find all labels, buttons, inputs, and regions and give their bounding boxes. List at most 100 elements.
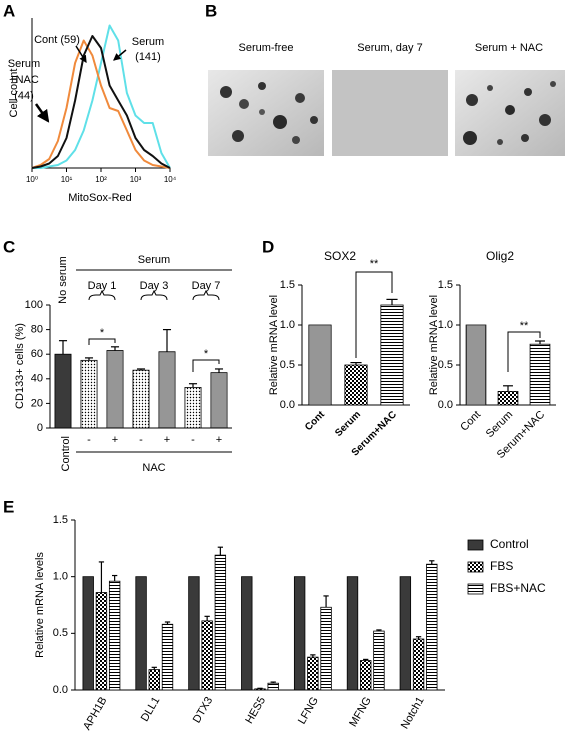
x-tick-label: HES5	[243, 695, 268, 726]
y-tick-label: 0.0	[280, 399, 295, 411]
bar	[426, 563, 438, 691]
bar	[360, 660, 372, 691]
panel-letter: A	[3, 1, 15, 20]
y-tick-label: 60	[31, 348, 43, 360]
y-tick-label: 1.5	[280, 279, 295, 291]
annotation: Day 1	[88, 280, 117, 292]
y-tick-label: 0.5	[53, 627, 68, 639]
annotation: Serum	[132, 36, 164, 48]
bar	[54, 353, 72, 429]
y-tick-label: 0.5	[438, 359, 453, 371]
y-tick-label: 1.5	[438, 279, 453, 291]
legend-label: FBS	[490, 559, 513, 573]
annotation: (141)	[135, 51, 161, 63]
x-tick-label: -	[87, 434, 91, 446]
x-tick-label: +	[164, 434, 170, 446]
y-tick-label: 0.0	[438, 399, 453, 411]
bar	[267, 682, 279, 691]
significance-bracket	[507, 331, 541, 372]
histogram-line	[31, 39, 171, 169]
x-tick-label: Cont	[458, 409, 483, 434]
bar	[201, 620, 213, 691]
annotation: Serum	[8, 58, 40, 70]
annotation: Serum	[138, 254, 170, 266]
x-tick-label: Control	[60, 436, 72, 471]
arrow	[34, 103, 50, 123]
bar	[373, 630, 385, 691]
x-tick-label: -	[139, 434, 143, 446]
legend-swatch	[467, 561, 484, 573]
y-axis-label: Relative mRNA level	[428, 295, 440, 395]
chart-title: SOX2	[324, 249, 356, 263]
chart-title: Olig2	[486, 249, 514, 263]
histogram-line	[31, 35, 171, 169]
bar	[82, 576, 94, 691]
bar	[214, 554, 227, 691]
bar	[135, 576, 147, 691]
annotation: Day 3	[140, 280, 169, 292]
x-tick-label: +	[216, 434, 222, 446]
brace	[140, 289, 168, 301]
image-caption: Serum + NAC	[475, 42, 543, 54]
annotation: No serum	[57, 256, 69, 304]
significance-bracket	[88, 338, 116, 345]
bar	[254, 688, 266, 691]
annotation: NAC	[142, 462, 165, 474]
x-tick-label: DLL1	[139, 695, 163, 724]
bar	[399, 576, 412, 691]
annotation: (44)	[14, 90, 34, 102]
x-tick-label: LFNG	[296, 695, 321, 726]
significance-bracket	[355, 271, 393, 358]
x-tick-label: 10⁴	[164, 175, 177, 184]
y-axis-label: CD133+ cells (%)	[14, 323, 26, 409]
x-tick-label: 10³	[130, 175, 142, 184]
y-tick-label: 100	[25, 299, 43, 311]
panel-letter: E	[3, 497, 14, 516]
panel-letter: C	[3, 237, 15, 256]
bar	[158, 351, 176, 429]
y-tick-label: 0	[37, 422, 43, 434]
brace	[88, 289, 116, 301]
image-caption: Serum, day 7	[357, 42, 422, 54]
y-tick-label: 0.0	[53, 684, 68, 696]
x-tick-label: Serum	[484, 409, 515, 440]
x-tick-label: +	[112, 434, 118, 446]
y-tick-label: 80	[31, 324, 43, 336]
bar	[346, 576, 359, 691]
bar	[188, 576, 200, 691]
x-tick-label: 10¹	[61, 175, 73, 184]
arrow	[75, 45, 87, 64]
y-tick-label: 1.5	[53, 514, 68, 526]
annotation: *	[100, 327, 105, 339]
bar	[80, 359, 98, 429]
x-tick-label: DTX3	[191, 695, 215, 725]
panel-letter: D	[262, 237, 274, 256]
x-tick-label: Serum	[333, 409, 363, 439]
x-tick-label: MFNG	[347, 695, 374, 729]
x-tick-label: 10⁰	[26, 175, 38, 184]
y-tick-label: 20	[31, 397, 43, 409]
bar	[132, 369, 150, 429]
legend-label: Control	[490, 537, 529, 551]
micrograph	[455, 70, 565, 156]
micrograph	[208, 70, 324, 156]
y-tick-label: 1.0	[438, 319, 453, 331]
bar	[380, 304, 404, 406]
annotation: Cont (59)	[34, 34, 80, 46]
micrograph	[332, 70, 448, 156]
panel-letter: B	[205, 1, 217, 20]
bar	[241, 576, 253, 691]
y-tick-label: 0.5	[280, 359, 295, 371]
y-axis-label: Cell count	[8, 69, 20, 118]
x-tick-label: Notch1	[399, 695, 427, 731]
legend-label: FBS+NAC	[490, 581, 546, 595]
y-tick-label: 1.0	[280, 319, 295, 331]
bar	[293, 576, 306, 691]
x-tick-label: Cont	[303, 409, 327, 433]
legend-swatch	[467, 539, 484, 551]
bar	[148, 669, 160, 691]
bar	[108, 580, 121, 691]
annotation: **	[520, 320, 529, 332]
